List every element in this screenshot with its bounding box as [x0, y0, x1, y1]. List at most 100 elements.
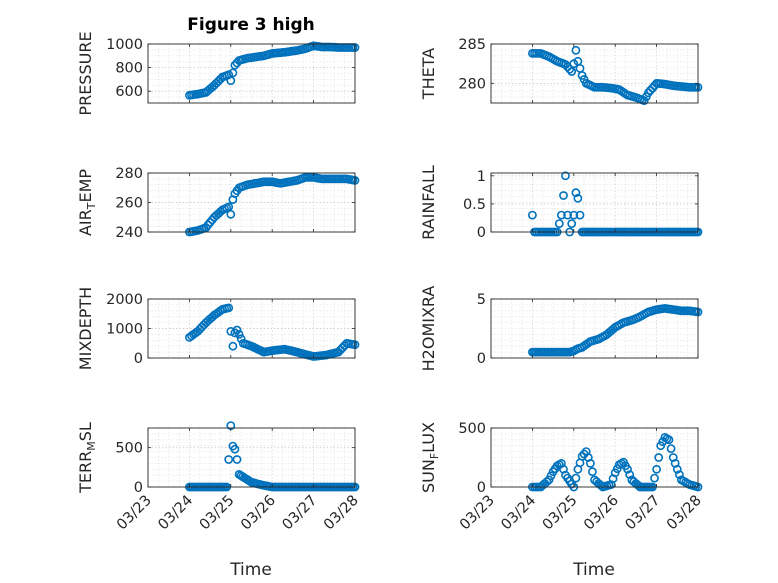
data-point: [596, 480, 606, 490]
data-point: [625, 470, 635, 479]
y-tick-label: 1000: [106, 37, 143, 53]
data-series: [528, 45, 703, 105]
subplot-4: 0 0.5 1 RAINFALL: [419, 165, 703, 241]
y-axis-label-main: H2OMIXRA: [419, 286, 438, 372]
data-point: [612, 464, 622, 474]
data-point: [571, 188, 581, 198]
data-series: [184, 303, 360, 361]
data-point: [623, 464, 632, 474]
y-axis-label-rest: EMP: [76, 169, 95, 203]
y-axis-label-main: SUN: [419, 459, 438, 493]
y-axis-label-sub: F: [428, 453, 441, 459]
y-tick-label: 0.5: [463, 197, 486, 213]
y-axis-label: PRESSURE: [76, 31, 95, 115]
y-tick-label: 1: [477, 169, 486, 185]
y-axis-label: AIRTEMP: [76, 169, 98, 236]
y-tick-label: 500: [115, 441, 143, 457]
y-tick-label: 5: [477, 292, 486, 308]
data-point: [232, 455, 242, 464]
subplot-3: 240 260 280 AIRTEMP: [76, 166, 360, 241]
data-point: [224, 303, 234, 313]
y-axis-label-main: THETA: [419, 48, 438, 100]
x-tick-label: 03/23: [457, 493, 498, 534]
data-point: [234, 329, 244, 339]
data-point: [226, 76, 236, 85]
y-tick-label: 600: [115, 84, 143, 100]
data-point: [672, 464, 682, 474]
y-axis-label: THETA: [419, 48, 438, 100]
y-tick-label: 280: [458, 76, 486, 92]
data-point: [554, 219, 564, 228]
y-axis-label: TERRMSL: [76, 422, 98, 494]
y-tick-label: 0: [134, 351, 143, 367]
y-tick-label: 0: [134, 480, 143, 496]
data-point: [652, 464, 661, 474]
data-point: [567, 67, 577, 76]
y-axis-label: SUNFLUX: [419, 422, 441, 493]
subplot-5: 0 1000 2000 MIXDEPTH: [76, 287, 360, 370]
data-point: [650, 473, 659, 483]
y-axis-label-main: PRESSURE: [76, 31, 95, 115]
data-point: [561, 171, 570, 181]
data-point: [236, 334, 246, 344]
y-axis-label-rest: LUX: [419, 422, 438, 453]
y-tick-label: 0: [477, 480, 486, 496]
data-point: [563, 210, 572, 220]
subplot-2: 280 285 THETA: [419, 37, 703, 105]
y-axis-label-main: AIR: [76, 209, 95, 236]
y-axis-label-main: RAINFALL: [419, 165, 438, 240]
data-point: [666, 444, 676, 453]
y-tick-label: 240: [115, 225, 143, 241]
data-point: [224, 455, 234, 464]
data-point: [230, 444, 240, 454]
y-tick-label: 260: [115, 196, 143, 212]
y-tick-label: 280: [115, 166, 143, 182]
x-tick-label: 03/23: [114, 493, 155, 534]
x-tick-label: 03/25: [540, 493, 581, 534]
x-tick-label: 03/24: [155, 493, 196, 534]
y-axis-label-sub: T: [85, 202, 98, 210]
subplot-6: 0 5 H2OMIXRA: [419, 286, 703, 372]
axes-box: [147, 427, 356, 488]
axes-box: [490, 172, 699, 233]
data-point: [565, 64, 575, 74]
axes-box: [490, 298, 699, 359]
y-axis-label-main: TERR: [76, 451, 95, 494]
data-point: [528, 210, 537, 220]
y-axis-label-rest: SL: [76, 422, 95, 441]
y-axis-label-sub: M: [85, 441, 98, 451]
x-axis-label-right: Time: [572, 560, 615, 580]
data-point: [573, 193, 583, 203]
data-point: [588, 467, 597, 477]
data-point: [232, 325, 242, 335]
subplot-1: 600 800 1000 PRESSURE: [76, 31, 360, 116]
data-point: [571, 45, 581, 55]
data-point: [586, 458, 595, 468]
data-point: [228, 68, 238, 78]
y-axis-label: H2OMIXRA: [419, 286, 438, 372]
y-axis-label-main: MIXDEPTH: [76, 287, 95, 370]
x-tick-label: 03/27: [280, 493, 321, 534]
data-point: [226, 209, 236, 219]
subplot-8: 0 500 SUNFLUX 03/23 03/24 03/25 03/26 03/27 03/2…: [419, 421, 705, 533]
data-point: [228, 341, 238, 351]
y-axis-label: MIXDEPTH: [76, 287, 95, 370]
y-tick-label: 0: [477, 225, 486, 241]
x-tick-label: 03/24: [498, 493, 539, 534]
axes-box: [490, 427, 699, 488]
axes-box: [490, 43, 699, 104]
data-point: [654, 453, 664, 462]
data-point: [544, 475, 554, 485]
x-tick-label: 03/26: [581, 493, 622, 534]
figure-title: Figure 3 high: [187, 15, 315, 35]
x-tick-label: 03/27: [623, 493, 664, 534]
x-tick-label: 03/28: [664, 493, 705, 534]
y-tick-label: 500: [458, 421, 486, 437]
axes-box: [147, 43, 356, 104]
x-tick-label: 03/26: [238, 493, 279, 534]
y-axis-label: RAINFALL: [419, 165, 438, 240]
data-point: [675, 470, 684, 479]
data-series: [184, 172, 360, 237]
